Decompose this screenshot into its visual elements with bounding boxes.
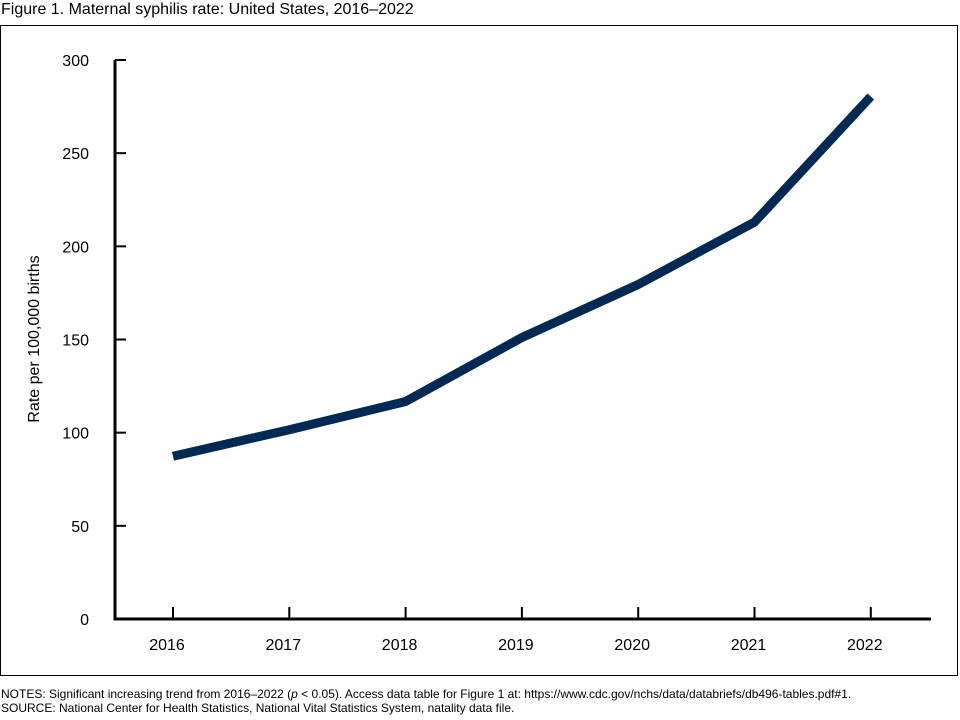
notes-text: NOTES: Significant increasing trend from… [1, 687, 292, 701]
y-tick-label: 300 [62, 53, 89, 70]
series-layer [171, 93, 875, 461]
notes-text-cont: < 0.05). Access data table for Figure 1 … [297, 687, 852, 701]
x-tick-label: 2021 [731, 637, 767, 654]
footnotes: NOTES: Significant increasing trend from… [1, 687, 851, 715]
x-tick-label: 2017 [266, 637, 302, 654]
figure-title: Figure 1. Maternal syphilis rate: United… [1, 1, 414, 18]
y-tick-label: 50 [71, 519, 89, 536]
series-line [171, 93, 875, 461]
y-tick-label: 200 [62, 239, 89, 256]
notes-line: NOTES: Significant increasing trend from… [1, 687, 851, 701]
y-axis-label: Rate per 100,000 births [26, 255, 43, 422]
notes-p-value-symbol: p [291, 687, 298, 701]
x-tick-label: 2019 [498, 637, 534, 654]
source-line: SOURCE: National Center for Health Stati… [1, 701, 515, 715]
x-tick-label: 2022 [847, 637, 883, 654]
chart-frame [0, 25, 958, 676]
axes: 0 50 100 150 200 250 300 2016 2017 2018 2019 2020 20… [62, 53, 931, 654]
y-tick-label: 0 [80, 612, 89, 629]
y-tick-label: 150 [62, 333, 89, 350]
x-tick-label: 2018 [382, 637, 418, 654]
y-tick-label: 100 [62, 426, 89, 443]
y-tick-label: 250 [62, 146, 89, 163]
x-tick-label: 2016 [149, 637, 185, 654]
x-tick-label: 2020 [614, 637, 650, 654]
